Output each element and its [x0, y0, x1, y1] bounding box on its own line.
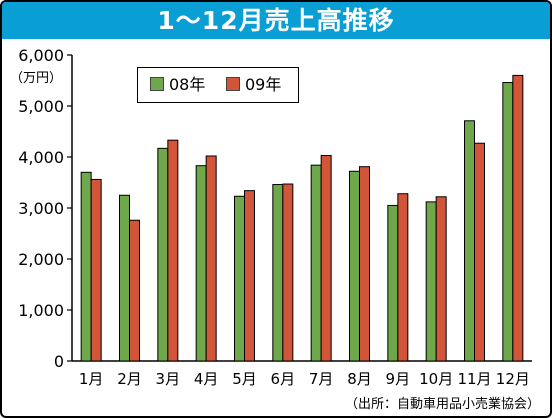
bar-08-3 — [157, 147, 169, 362]
x-tick-label: 7月 — [309, 370, 334, 388]
source-note: （出所：自動車用品小売業協会） — [344, 397, 540, 412]
bar-09-6 — [282, 183, 294, 362]
x-tick-label: 5月 — [232, 370, 257, 388]
y-axis-unit-label: （万円） — [10, 71, 63, 86]
bar-08-9 — [387, 204, 399, 362]
x-tick-label: 4月 — [194, 370, 219, 388]
bar-08-6 — [272, 184, 284, 362]
bar-09-5 — [244, 190, 255, 362]
y-tick-label: 0 — [54, 352, 64, 371]
bar-08-8 — [349, 170, 360, 362]
y-tick-label: 3,000 — [18, 199, 64, 218]
bar-09-3 — [167, 139, 179, 362]
bar-08-7 — [310, 164, 322, 362]
bar-chart: 0 1,000 2,000 3,000 4,000 5,000 6,000 1月 2月 3月 4月 5… — [18, 46, 532, 388]
bar-08-11 — [464, 120, 475, 362]
bar-09-10 — [435, 196, 447, 362]
x-tick-label: 6月 — [271, 370, 296, 388]
x-tick-label: 2月 — [117, 370, 142, 388]
bar-09-7 — [320, 154, 332, 362]
legend-swatch-09 — [226, 77, 240, 91]
y-tick-label: 6,000 — [18, 46, 64, 65]
x-tick-label: 3月 — [156, 370, 181, 388]
bar-09-11 — [474, 142, 485, 362]
bar-09-9 — [397, 193, 409, 362]
bar-08-1 — [80, 171, 92, 362]
legend-swatch-08 — [150, 77, 164, 91]
legend-label-09: 09年 — [245, 75, 282, 94]
bar-08-5 — [234, 195, 245, 362]
legend: 08年 09年 — [137, 67, 299, 103]
bar-08-10 — [425, 201, 437, 362]
x-tick-label: 8月 — [347, 370, 372, 388]
x-tick-label: 12月 — [496, 370, 530, 388]
bar-09-2 — [129, 219, 140, 362]
x-tick-label: 1月 — [79, 370, 104, 388]
bar-09-8 — [359, 166, 370, 362]
y-tick-label: 5,000 — [18, 97, 64, 116]
x-tick-label: 11月 — [457, 370, 491, 388]
y-tick-label: 4,000 — [18, 148, 64, 167]
x-tick-label: 9月 — [386, 370, 411, 388]
bar-09-1 — [90, 178, 102, 362]
bar-09-12 — [512, 74, 524, 362]
y-tick-label: 1,000 — [18, 301, 64, 320]
y-tick-label: 2,000 — [18, 250, 64, 269]
legend-label-08: 08年 — [169, 75, 206, 94]
bar-08-4 — [195, 165, 207, 362]
chart-title: 1～12月売上高推移 — [2, 2, 550, 39]
x-tick-label: 10月 — [419, 370, 453, 388]
bar-09-4 — [205, 155, 217, 362]
bar-08-12 — [502, 82, 514, 362]
bar-08-2 — [119, 194, 130, 362]
